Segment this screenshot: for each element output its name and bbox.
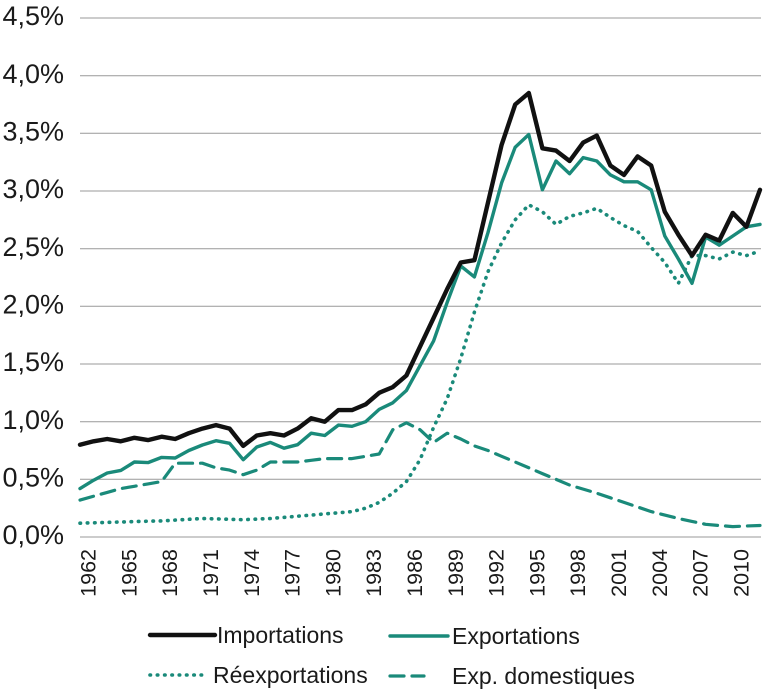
svg-text:2007: 2007	[689, 549, 713, 597]
svg-text:1,5%: 1,5%	[2, 347, 64, 377]
svg-text:2,5%: 2,5%	[2, 232, 64, 262]
svg-text:3,5%: 3,5%	[2, 116, 64, 146]
svg-text:1992: 1992	[485, 549, 509, 597]
svg-text:1962: 1962	[77, 549, 101, 597]
svg-text:4,0%: 4,0%	[2, 59, 64, 89]
svg-text:2004: 2004	[648, 549, 672, 597]
svg-text:1998: 1998	[566, 549, 590, 597]
svg-text:Exp. domestiques: Exp. domestiques	[452, 663, 635, 689]
svg-text:1980: 1980	[321, 549, 345, 597]
svg-text:3,0%: 3,0%	[2, 174, 64, 204]
svg-text:2001: 2001	[607, 549, 631, 597]
svg-text:1965: 1965	[117, 549, 141, 597]
svg-text:1983: 1983	[362, 549, 386, 597]
svg-text:1989: 1989	[444, 549, 468, 597]
svg-text:4,5%: 4,5%	[2, 1, 64, 31]
svg-text:0,5%: 0,5%	[2, 462, 64, 492]
svg-text:1971: 1971	[199, 549, 223, 597]
svg-text:Exportations: Exportations	[452, 623, 580, 649]
svg-text:2,0%: 2,0%	[2, 289, 64, 319]
svg-text:1,0%: 1,0%	[2, 405, 64, 435]
svg-text:1974: 1974	[240, 549, 264, 597]
svg-text:1968: 1968	[158, 549, 182, 597]
svg-text:1995: 1995	[525, 549, 549, 597]
svg-text:Importations: Importations	[217, 622, 344, 648]
svg-text:Réexportations: Réexportations	[213, 662, 368, 688]
svg-text:0,0%: 0,0%	[2, 520, 64, 550]
svg-text:2010: 2010	[729, 549, 753, 597]
svg-text:1977: 1977	[281, 549, 305, 597]
svg-text:1986: 1986	[403, 549, 427, 597]
